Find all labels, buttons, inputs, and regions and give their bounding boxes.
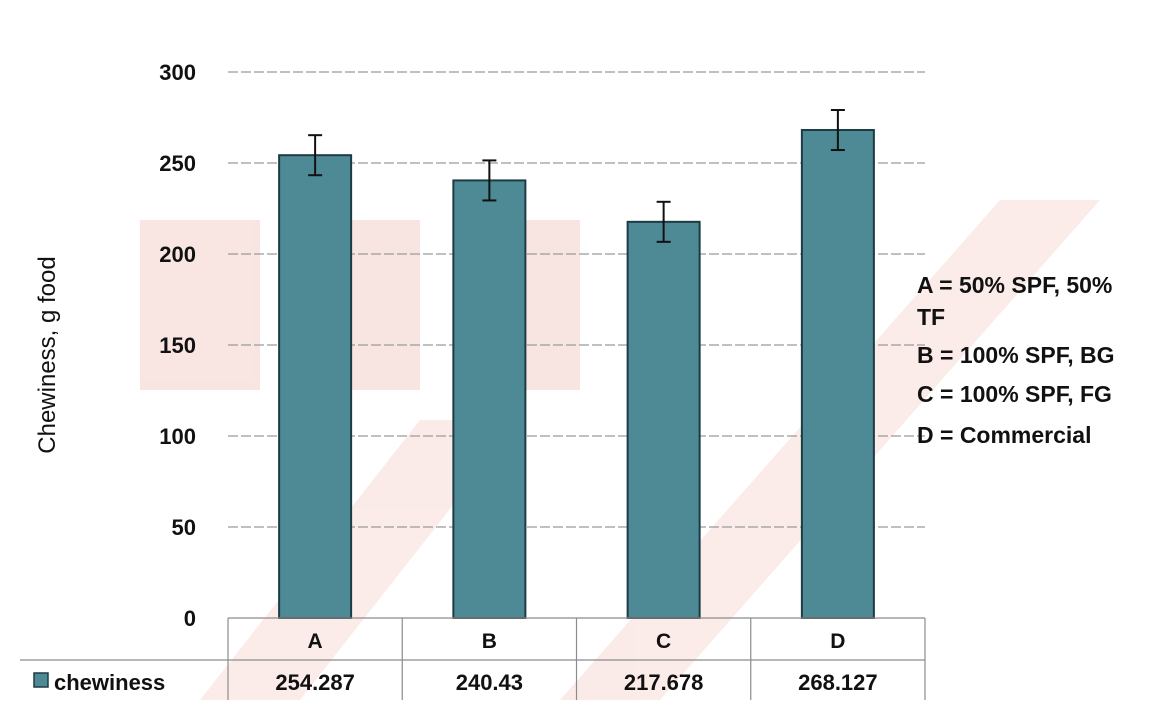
data-table-value: 268.127 (798, 670, 878, 695)
y-tick-label: 50 (172, 515, 196, 540)
note-line: A = 50% SPF, 50% (917, 272, 1112, 298)
category-notes: A = 50% SPF, 50% TF B = 100% SPF, BG C =… (917, 272, 1115, 448)
y-tick-label: 100 (159, 424, 196, 449)
y-axis-ticks: 0 50 100 150 200 250 300 (159, 60, 196, 631)
x-category-label: C (656, 630, 671, 653)
bar (278, 154, 353, 619)
data-table-value: 240.43 (456, 670, 523, 695)
data-table-value: 254.287 (275, 670, 355, 695)
y-tick-label: 200 (159, 242, 196, 267)
data-table: A 254.287 B 240.43 C 217.678 D 268.127 chewiness (20, 617, 926, 700)
bar (800, 129, 875, 620)
note-line: B = 100% SPF, BG (917, 342, 1115, 368)
bar (452, 179, 527, 620)
y-tick-label: 0 (184, 606, 196, 631)
y-tick-label: 150 (159, 333, 196, 358)
y-axis-title: Chewiness, g food (34, 256, 61, 453)
bar (626, 220, 701, 619)
note-line: D = Commercial (917, 422, 1092, 448)
data-table-value: 217.678 (624, 670, 704, 695)
bars (278, 108, 875, 620)
x-category-label: D (830, 630, 845, 653)
watermark-block (140, 220, 260, 390)
legend-swatch (33, 672, 49, 688)
y-tick-label: 300 (159, 60, 196, 85)
x-category-label: B (482, 630, 497, 653)
x-category-label: A (308, 630, 323, 653)
note-line: C = 100% SPF, FG (917, 381, 1112, 407)
legend-label: chewiness (54, 670, 165, 695)
note-line: TF (917, 304, 945, 330)
watermark-stripe (200, 420, 520, 700)
y-tick-label: 250 (159, 151, 196, 176)
